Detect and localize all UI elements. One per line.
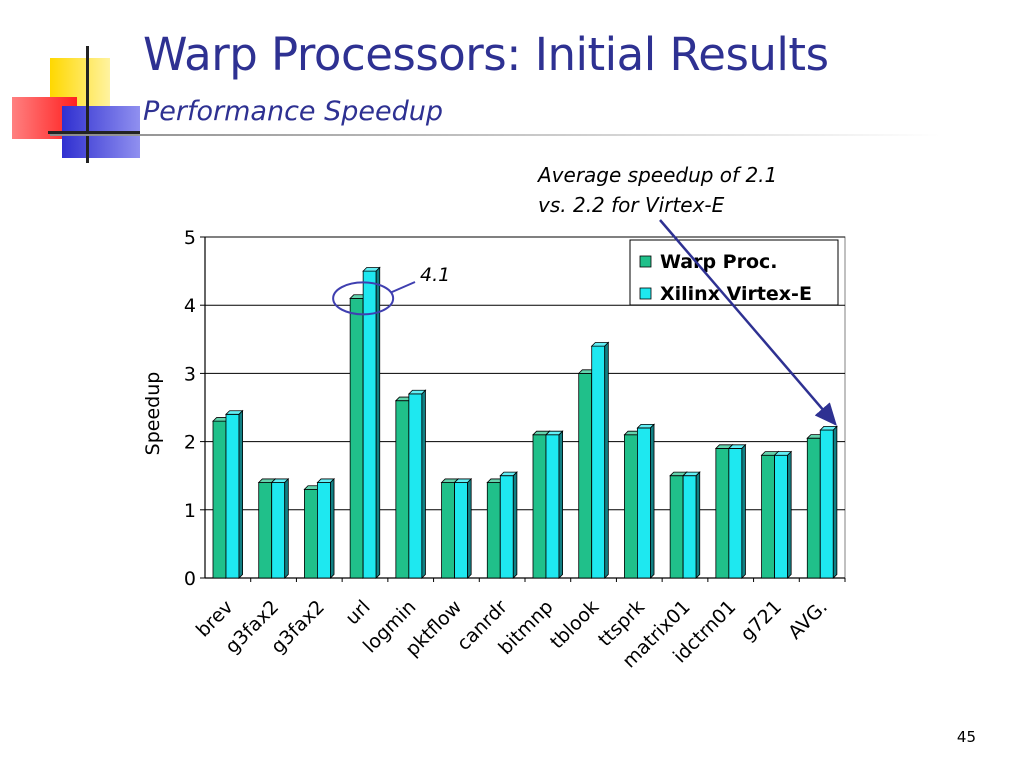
deco-vertical-line bbox=[86, 46, 89, 163]
bar-front bbox=[212, 420, 227, 579]
legend-label: Warp Proc. bbox=[660, 251, 778, 273]
x-tick-label: g721 bbox=[736, 596, 786, 646]
bar-side bbox=[330, 477, 335, 579]
x-tick-label: AVG. bbox=[784, 596, 832, 644]
note-line-1: Average speedup of 2.1 bbox=[538, 163, 778, 187]
bar-side bbox=[650, 423, 655, 579]
bar-xilinx-virtex-e bbox=[453, 477, 473, 579]
bar-xilinx-virtex-e bbox=[636, 423, 655, 579]
deco-horizontal-line bbox=[48, 131, 140, 134]
page-number: 45 bbox=[956, 728, 976, 746]
bar-xilinx-virtex-e bbox=[819, 425, 838, 579]
bar-front bbox=[806, 437, 821, 579]
title-divider bbox=[50, 134, 940, 136]
slide-subtitle: Performance Speedup bbox=[143, 96, 444, 127]
bar-front bbox=[499, 475, 514, 579]
y-tick-label: 0 bbox=[184, 568, 196, 590]
bar-front bbox=[258, 482, 273, 579]
bar-side bbox=[512, 471, 518, 579]
bar-xilinx-virtex-e bbox=[407, 389, 427, 579]
y-tick-label: 4 bbox=[184, 295, 196, 317]
bar-side bbox=[832, 425, 838, 579]
legend-label: Xilinx Virtex-E bbox=[660, 283, 812, 305]
bar-front bbox=[669, 475, 684, 579]
bar-xilinx-virtex-e bbox=[682, 471, 701, 579]
y-tick-label: 2 bbox=[184, 432, 196, 454]
bar-side bbox=[741, 443, 746, 579]
x-tick-label: url bbox=[341, 596, 374, 629]
bar-front bbox=[486, 482, 501, 579]
callout-leader bbox=[390, 281, 416, 294]
bar-side bbox=[787, 450, 792, 579]
bar-side bbox=[421, 389, 426, 579]
y-tick-label: 3 bbox=[184, 363, 196, 385]
bar-front bbox=[362, 270, 377, 579]
average-arrow bbox=[659, 219, 837, 426]
bar-xilinx-virtex-e bbox=[225, 409, 244, 579]
bar-xilinx-virtex-e bbox=[590, 341, 610, 579]
bar-side bbox=[467, 477, 472, 579]
bar-side bbox=[375, 266, 381, 579]
bar-xilinx-virtex-e bbox=[499, 471, 518, 579]
legend-box bbox=[629, 239, 839, 306]
bar-front bbox=[819, 429, 834, 579]
slide-title: Warp Processors: Initial Results bbox=[143, 28, 829, 81]
bar-front bbox=[441, 482, 455, 579]
y-tick-label: 5 bbox=[184, 227, 196, 249]
callout-label: 4.1 bbox=[420, 264, 450, 286]
x-tick-label: tblook bbox=[546, 596, 603, 653]
bar-xilinx-virtex-e bbox=[727, 443, 747, 579]
legend-swatch bbox=[639, 287, 652, 300]
bar-front bbox=[395, 400, 410, 579]
legend-swatch bbox=[639, 255, 652, 268]
y-tick-label: 1 bbox=[184, 500, 196, 522]
average-speedup-note: Average speedup of 2.1 vs. 2.2 for Virte… bbox=[538, 160, 838, 220]
bar-front bbox=[624, 434, 638, 579]
bar-side bbox=[284, 477, 289, 579]
bar-front bbox=[715, 448, 730, 579]
bar-xilinx-virtex-e bbox=[773, 450, 793, 579]
bar-front bbox=[728, 448, 743, 579]
bar-front bbox=[271, 482, 286, 579]
bar-front bbox=[774, 454, 788, 579]
bar-front bbox=[637, 427, 651, 579]
bar-front bbox=[578, 372, 593, 579]
bar-front bbox=[408, 393, 423, 579]
bar-xilinx-virtex-e bbox=[545, 430, 564, 579]
bar-side bbox=[604, 341, 609, 579]
callout-ellipse bbox=[332, 281, 395, 316]
bar-front bbox=[304, 488, 318, 579]
bar-front bbox=[317, 482, 331, 579]
bar-front bbox=[591, 345, 606, 579]
bar-front bbox=[532, 434, 547, 579]
bar-front bbox=[225, 413, 240, 579]
bar-front bbox=[682, 475, 697, 579]
bar-xilinx-virtex-e bbox=[316, 477, 335, 579]
bar-xilinx-virtex-e bbox=[270, 477, 290, 579]
bar-side bbox=[558, 430, 563, 579]
bar-front bbox=[761, 454, 775, 579]
bar-front bbox=[349, 297, 364, 579]
bar-front bbox=[454, 482, 468, 579]
bar-side bbox=[238, 409, 244, 579]
bar-side bbox=[695, 471, 701, 579]
bar-xilinx-virtex-e bbox=[362, 266, 381, 579]
note-line-2: vs. 2.2 for Virtex-E bbox=[538, 193, 725, 217]
bar-front bbox=[545, 434, 560, 579]
y-axis-label: Speedup bbox=[142, 372, 164, 456]
